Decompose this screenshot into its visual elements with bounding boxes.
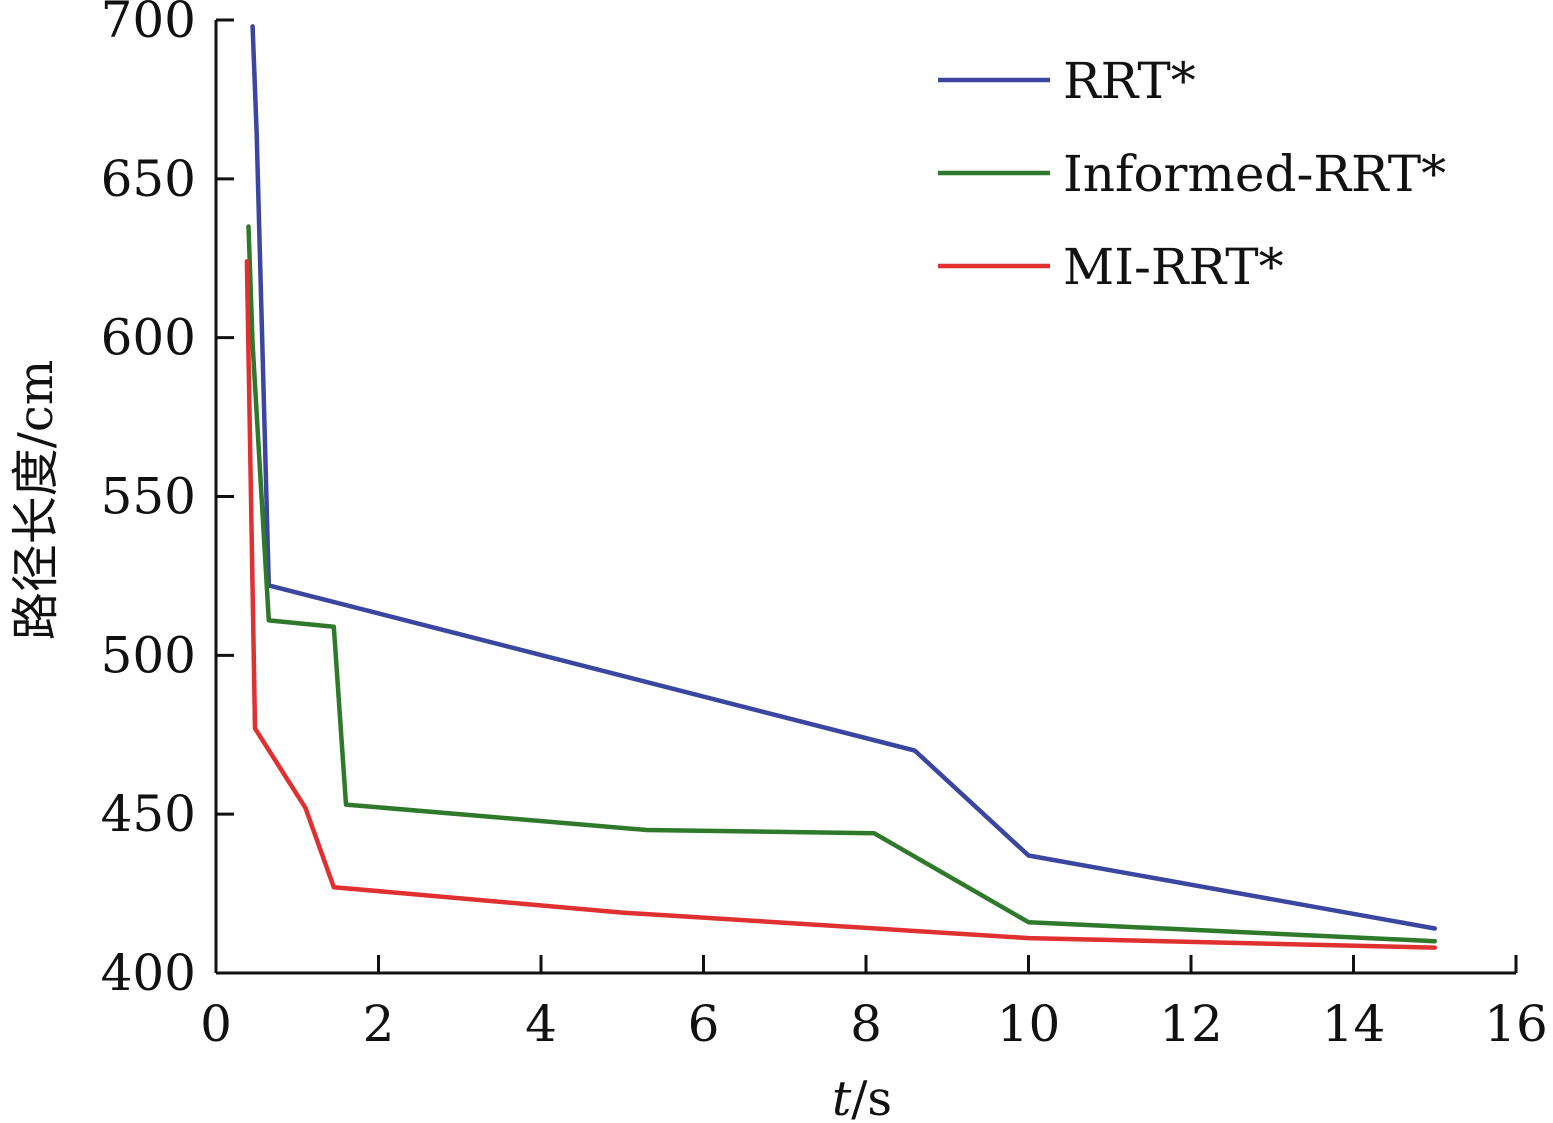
x-axis-title-unit: /s [851, 1071, 892, 1123]
y-tick-label-6: 700 [101, 0, 196, 49]
x-tick-label-0: 0 [200, 995, 232, 1053]
y-axis-title: 路径长度/cm [8, 360, 64, 641]
y-tick-label-4: 600 [101, 309, 196, 367]
legend-label-2: MI-RRT* [1063, 238, 1284, 296]
x-tick-label-6: 12 [1159, 995, 1223, 1053]
series-line-2 [244, 259, 1438, 950]
x-axis-title: t/s [832, 1071, 892, 1123]
x-tick-label-7: 14 [1322, 995, 1386, 1053]
legend-label-1: Informed-RRT* [1063, 145, 1446, 203]
x-tick-label-3: 6 [688, 995, 720, 1053]
x-tick-label-8: 16 [1484, 995, 1548, 1053]
y-tick-label-2: 500 [101, 626, 196, 684]
axis-ticks [214, 18, 1518, 975]
y-tick-label-5: 650 [101, 150, 196, 208]
x-tick-label-2: 4 [525, 995, 557, 1053]
x-tick-label-5: 10 [997, 995, 1061, 1053]
x-axis-title-italic: t [832, 1071, 852, 1123]
legend-label-0: RRT* [1063, 52, 1196, 110]
x-tick-label-1: 2 [363, 995, 395, 1053]
y-tick-label-3: 550 [101, 468, 196, 526]
legend: RRT* Informed-RRT* MI-RRT* [938, 52, 1446, 296]
y-tick-label-0: 400 [101, 944, 196, 1002]
series-lines [244, 24, 1438, 950]
series-line-1 [246, 224, 1438, 944]
series-line-0 [250, 24, 1438, 931]
y-tick-label-1: 450 [101, 785, 196, 843]
x-tick-label-4: 8 [850, 995, 882, 1053]
axis-tick-labels: 0 2 4 6 8 10 12 14 16 400 450 500 550 600 650 700 [101, 0, 1548, 1053]
